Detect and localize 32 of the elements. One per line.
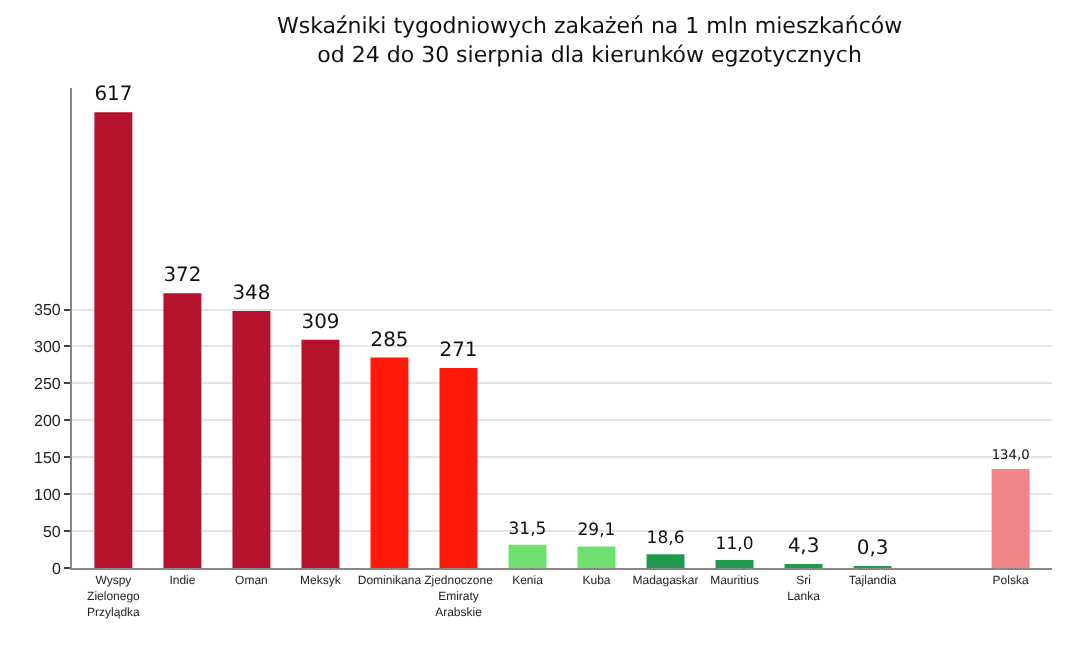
data-label: 0,3 xyxy=(856,538,889,560)
data-label: 29,1 xyxy=(577,521,616,542)
data-label: 285 xyxy=(370,329,409,352)
chart-title: Wskaźniki tygodniowych zakażeń na 1 mln mieszkańców od 24 do 30 sierpnia dla kierunków egzotycznych xyxy=(276,13,903,68)
data-label: 617 xyxy=(94,84,133,107)
bar xyxy=(715,559,754,568)
data-label: 309 xyxy=(301,311,340,334)
bar xyxy=(163,293,202,568)
bar xyxy=(94,112,133,568)
y-tick-label: 350 xyxy=(34,301,62,320)
bar xyxy=(232,311,271,568)
bar xyxy=(370,357,409,568)
data-label: 271 xyxy=(439,339,478,362)
data-label: 4,3 xyxy=(787,536,820,558)
y-tick-label: 100 xyxy=(34,485,62,504)
data-label: 18,6 xyxy=(646,529,685,550)
y-tick-label: 50 xyxy=(42,522,62,541)
y-tick-label: 0 xyxy=(51,559,62,578)
y-tick-label: 300 xyxy=(34,338,62,357)
data-label: 11,0 xyxy=(715,534,754,555)
y-tick-label: 250 xyxy=(34,374,62,393)
bar xyxy=(508,544,547,568)
y-tick-label: 200 xyxy=(34,411,62,430)
bar xyxy=(577,546,616,568)
data-label: 31,5 xyxy=(508,519,547,540)
data-label: 372 xyxy=(163,265,202,288)
bar xyxy=(991,469,1030,568)
bar xyxy=(646,554,685,568)
bar xyxy=(439,367,478,568)
y-tick-label: 150 xyxy=(34,448,62,467)
bar xyxy=(301,339,340,568)
data-label: 348 xyxy=(232,283,271,306)
